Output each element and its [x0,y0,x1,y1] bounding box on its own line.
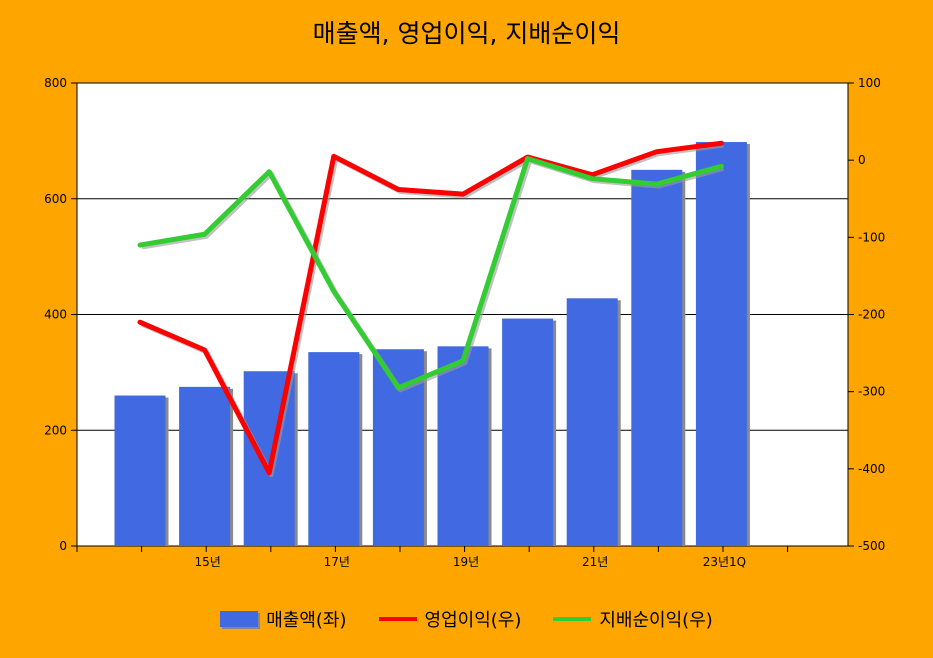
legend: 매출액(좌) 영업이익(우) 지배순이익(우) [0,606,933,632]
series-line-net-income [137,156,724,391]
legend-swatch-operating-profit [378,617,417,621]
y-left-tick-label: 400 [44,308,67,322]
legend-item-net-income: 지배순이익(우) [553,606,713,632]
x-tick-label: 23년1Q [703,555,746,569]
legend-label-sales: 매출액(좌) [266,610,347,631]
y-right-tick-label: -300 [858,385,885,399]
y-left-tick-label: 600 [44,192,67,206]
bar-sales [631,169,683,546]
bar-sales [437,346,489,546]
legend-swatch-sales [220,611,259,627]
legend-label-operating-profit: 영업이익(우) [424,610,522,631]
y-right-tick-label: -200 [858,308,885,322]
x-tick-label: 19년 [453,555,479,569]
y-right-tick-label: 0 [858,153,866,167]
y-right-tick-label: -500 [858,539,885,553]
y-left-tick-label: 200 [44,423,67,437]
x-tick-label: 15년 [194,555,220,569]
bar-sales [502,318,554,546]
bar-sales [308,352,360,546]
bar-sales [179,386,231,546]
chart-title: 매출액, 영업이익, 지배순이익 [312,19,621,48]
legend-item-operating-profit: 영업이익(우) [378,606,522,632]
series-line-operating-profit [137,140,724,476]
legend-item-sales: 매출액(좌) [220,606,347,632]
bar-sales [114,395,166,546]
y-right-tick-label: -400 [858,462,885,476]
legend-label-net-income: 지배순이익(우) [599,610,713,631]
y-right-tick-label: 100 [858,76,881,90]
chart-plot: 0 200 400 600 800 -500 -400 -300 -200 -100 0 100 15년… [44,76,885,569]
bar-sales [695,142,747,546]
x-tick-label: 17년 [324,555,350,569]
legend-swatch-net-income [553,617,592,621]
bar-sales [566,298,618,546]
y-left-tick-label: 800 [44,76,67,90]
y-left-tick-label: 0 [59,539,67,553]
y-right-tick-label: -100 [858,230,885,244]
x-tick-label: 21년 [582,555,608,569]
